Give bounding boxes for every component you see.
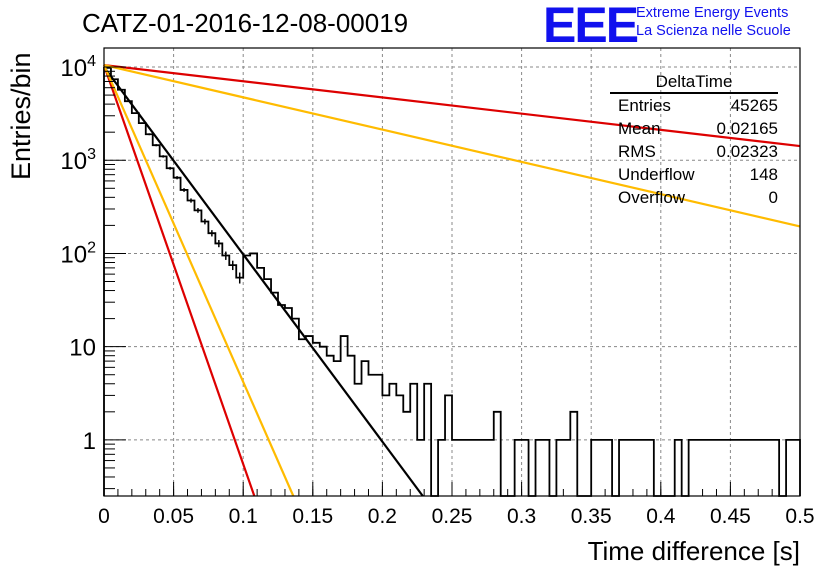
stats-row-underflow: Underflow 148 xyxy=(610,163,778,186)
stats-row-overflow: Overflow 0 xyxy=(610,186,778,209)
stats-label: Mean xyxy=(618,119,661,138)
x-tick-label: 0.45 xyxy=(710,505,751,528)
histogram-layer xyxy=(103,66,801,497)
stats-title: DeltaTime xyxy=(610,72,778,94)
y-tick-label: 1 xyxy=(83,428,96,455)
stats-value: 148 xyxy=(749,165,778,184)
axis-ticks xyxy=(103,66,801,496)
fit-lines-layer xyxy=(102,63,801,497)
tick-labels: 0 0.05 0.1 0.15 0.2 0.25 0.3 0.35 0.4 0.45 0.5 104 1… xyxy=(60,53,814,528)
y-tick-label: 103 xyxy=(60,146,96,175)
stats-box: DeltaTime Entries 45265 Mean 0.02165 RMS… xyxy=(610,72,778,209)
stats-label: Entries xyxy=(618,96,671,115)
stats-value: 45265 xyxy=(730,96,778,115)
histogram-steps xyxy=(103,66,801,497)
logo-caption: Extreme Energy Events La Scienza nelle S… xyxy=(636,4,791,40)
stats-label: Overflow xyxy=(618,188,686,207)
y-tick-label: 102 xyxy=(60,239,96,268)
fit-line-orange xyxy=(103,63,801,228)
stats-value: 0.02323 xyxy=(716,142,778,161)
stats-value: 0 xyxy=(768,188,778,207)
y-axis-label: Entries/bin xyxy=(6,52,36,180)
x-tick-label: 0.4 xyxy=(646,505,676,528)
x-tick-label: 0.05 xyxy=(153,505,194,528)
stats-row-entries: Entries 45265 xyxy=(610,94,778,117)
x-axis-label: Time difference [s] xyxy=(588,536,800,566)
fit-line-red xyxy=(102,64,256,497)
chart-title: CATZ-01-2016-12-08-00019 xyxy=(82,8,409,38)
fit-line-orange xyxy=(102,64,295,497)
stats-label: RMS xyxy=(618,142,656,161)
x-tick-label: 0.15 xyxy=(292,505,333,528)
stats-label: Underflow xyxy=(618,165,695,184)
x-tick-label: 0.3 xyxy=(507,505,536,528)
stats-value: 0.02165 xyxy=(716,119,778,138)
eee-logo: EEE xyxy=(543,0,639,53)
stats-row-rms: RMS 0.02323 xyxy=(610,140,778,163)
x-tick-label: 0.25 xyxy=(432,505,473,528)
stats-row-mean: Mean 0.02165 xyxy=(610,117,778,140)
x-tick-label: 0.35 xyxy=(571,505,612,528)
fit-line-black xyxy=(103,66,424,497)
y-tick-label: 10 xyxy=(69,335,96,362)
fit-line-red xyxy=(103,63,801,148)
x-tick-label: 0.1 xyxy=(229,505,258,528)
logo-line-1: Extreme Energy Events xyxy=(636,5,789,21)
y-tick-label: 104 xyxy=(60,53,96,82)
x-tick-label: 0.5 xyxy=(785,505,814,528)
x-tick-label: 0.2 xyxy=(368,505,397,528)
logo-line-2: La Scienza nelle Scuole xyxy=(636,23,791,39)
x-tick-label: 0 xyxy=(98,505,110,528)
